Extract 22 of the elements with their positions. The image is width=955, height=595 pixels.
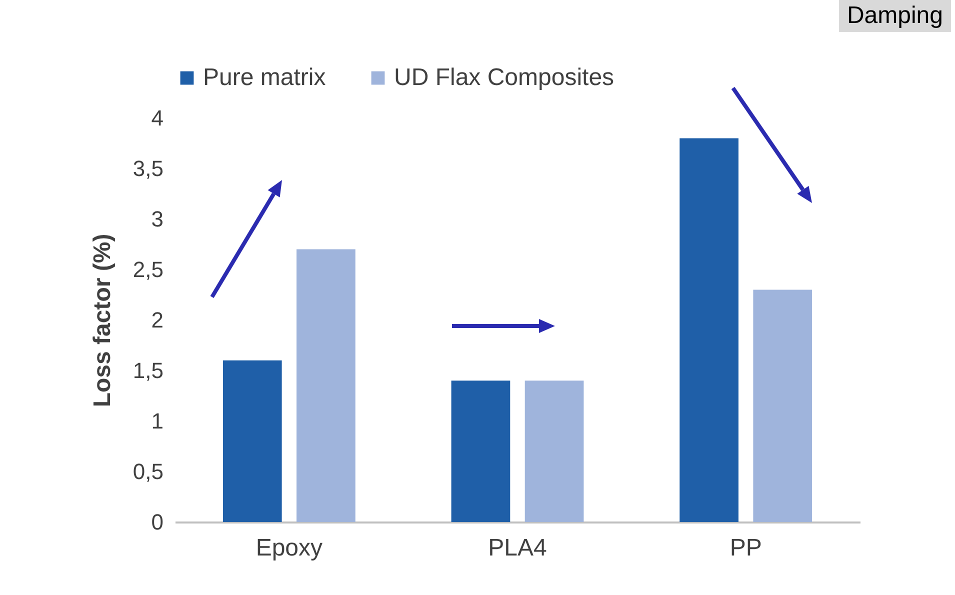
- x-tick-label: Epoxy: [256, 534, 323, 562]
- legend-label: UD Flax Composites: [394, 64, 614, 91]
- bar: [680, 138, 738, 522]
- x-tick-label: PP: [730, 534, 762, 562]
- y-tick-label: 0: [151, 510, 164, 534]
- y-tick-label: 2,5: [132, 257, 164, 282]
- y-tick-label: 2: [151, 308, 164, 332]
- y-tick-label: 4: [151, 106, 164, 130]
- bar: [524, 380, 584, 522]
- bar: [296, 249, 356, 522]
- bar: [222, 360, 282, 522]
- x-tick-label: PLA4: [488, 534, 547, 562]
- y-axis-title: Loss factor (%): [88, 234, 116, 408]
- y-tick-label: 0,5: [132, 459, 164, 484]
- legend-label: Pure matrix: [203, 64, 326, 91]
- text: Damping: [838, 0, 951, 32]
- y-tick-label: 1,5: [132, 358, 164, 383]
- bar: [753, 290, 812, 522]
- y-tick-label: 1: [151, 408, 164, 434]
- y-tick-label: 3: [151, 206, 164, 232]
- bar: [451, 380, 510, 522]
- y-tick-label: 3,5: [132, 156, 164, 181]
